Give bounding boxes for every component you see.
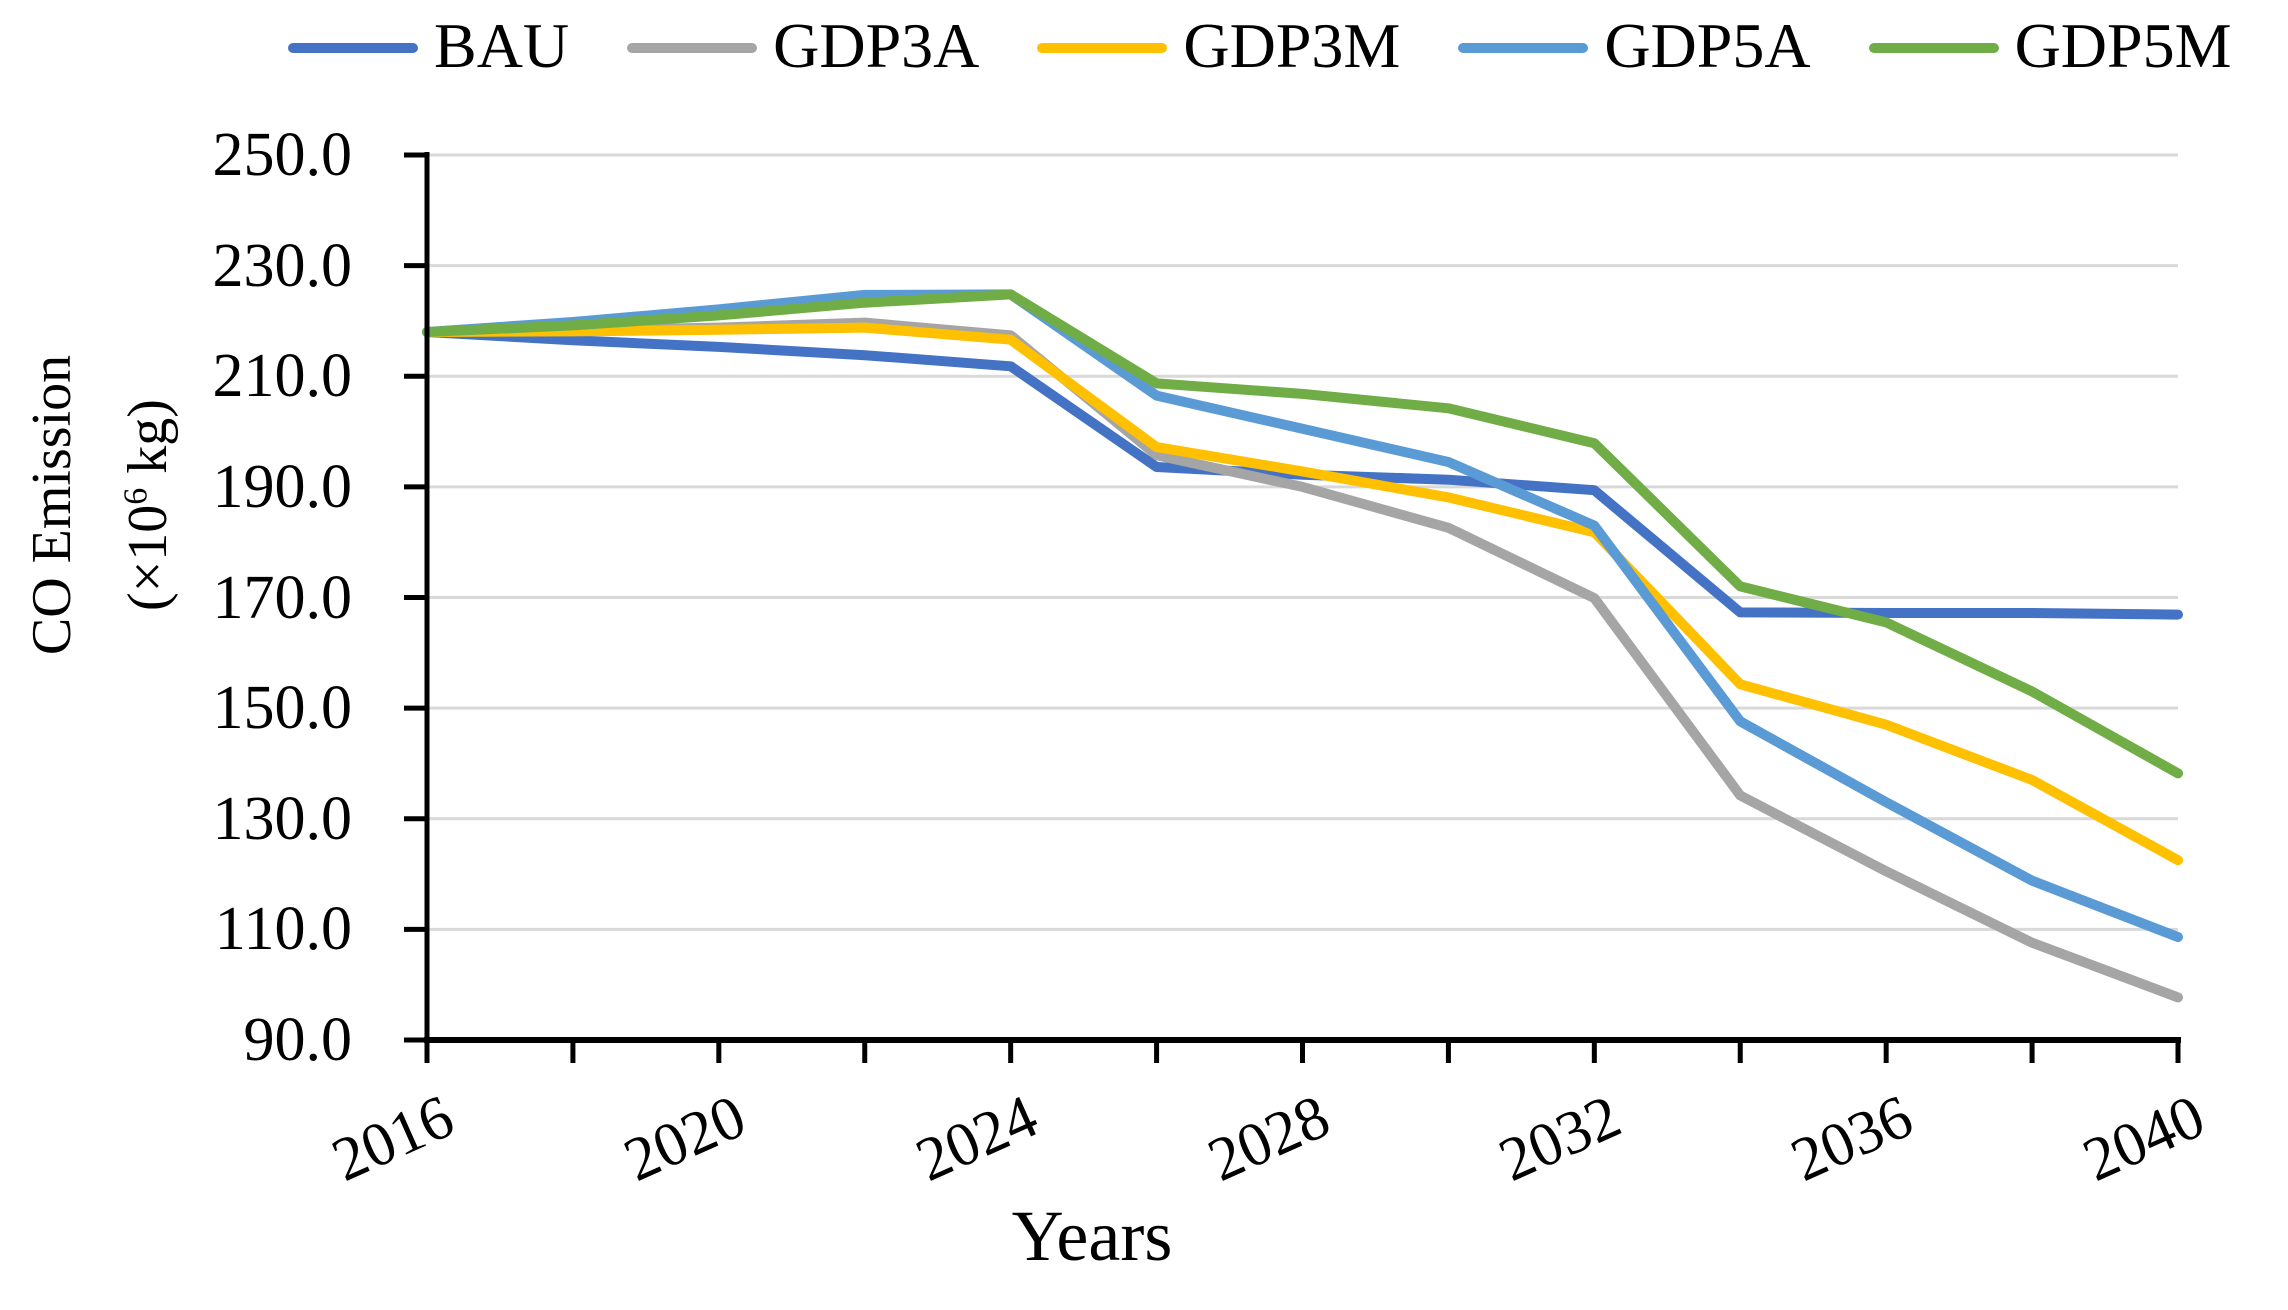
legend-label-bau: BAU — [434, 10, 570, 81]
x-axis-title: Years — [1011, 1196, 1173, 1276]
y-tick-label-190.0: 190.0 — [212, 452, 353, 521]
legend-label-gdp5a: GDP5A — [1604, 10, 1811, 81]
y-tick-label-150.0: 150.0 — [212, 674, 353, 743]
legend-item-gdp3m: GDP3M — [1037, 14, 1400, 82]
legend-swatch-gdp5a-icon — [1458, 43, 1589, 53]
legend-label-gdp5m: GDP5M — [2014, 10, 2232, 81]
legend-item-gdp3a: GDP3A — [627, 14, 979, 82]
y-tick-label-90.0: 90.0 — [243, 1006, 353, 1074]
legend-label-gdp3a: GDP3A — [773, 10, 980, 81]
series-line-gdp3m — [422, 322, 2183, 866]
y-axis-title-superscript: 6 — [117, 487, 155, 505]
y-tick-label-230.0: 230.0 — [212, 231, 353, 300]
y-tick-label-130.0: 130.0 — [212, 784, 353, 853]
legend-swatch-gdp5m-icon — [1868, 43, 1999, 53]
y-tick-label-170.0: 170.0 — [212, 563, 353, 632]
y-axis-title: CO Emission (×106 kg) — [10, 355, 190, 655]
y-tick-label-250.0: 250.0 — [212, 121, 353, 189]
y-tick-label-110.0: 110.0 — [214, 895, 352, 964]
legend-swatch-gdp3m-icon — [1037, 43, 1168, 53]
legend-item-gdp5m: GDP5M — [1868, 10, 2232, 82]
legend: BAU GDP3A GDP3M GDP5A GDP5M — [288, 6, 2232, 90]
y-tick-label-210.0: 210.0 — [212, 342, 353, 411]
y-axis-title-line2: (×106 kg) — [116, 399, 179, 611]
legend-item-gdp5a: GDP5A — [1458, 10, 1811, 82]
legend-swatch-gdp3a-icon — [627, 43, 758, 53]
legend-label-gdp3m: GDP3M — [1183, 10, 1401, 81]
series-line-gdp5a — [422, 289, 2183, 943]
series-line-gdp5m — [422, 289, 2183, 779]
legend-swatch-bau-icon — [288, 43, 418, 53]
legend-item-bau: BAU — [288, 14, 569, 82]
y-axis-title-line1: CO Emission — [21, 354, 84, 656]
